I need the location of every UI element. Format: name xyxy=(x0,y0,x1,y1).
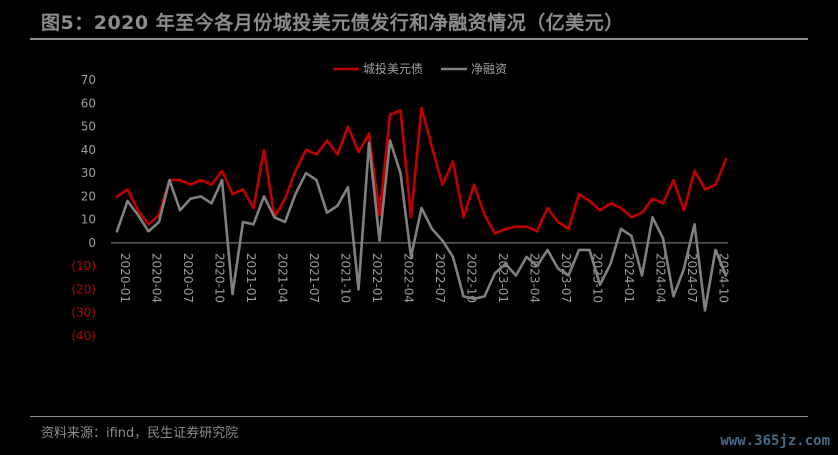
legend-label-2: 净融资 xyxy=(471,62,507,76)
y-tick-label: 0 xyxy=(88,236,96,250)
y-tick-label: (30) xyxy=(71,306,96,320)
watermark: www.365jz.com xyxy=(720,433,830,449)
y-tick-label: 50 xyxy=(81,120,96,134)
y-tick-label: (40) xyxy=(71,329,96,343)
title-divider xyxy=(30,38,808,40)
source-note: 资料来源：ifind，民生证券研究院 xyxy=(41,426,239,441)
x-tick-label: 2021-10 xyxy=(339,253,353,303)
x-tick-label: 2024-01 xyxy=(622,253,636,303)
x-tick-label: 2021-07 xyxy=(307,253,321,303)
x-tick-label: 2020-01 xyxy=(118,253,132,303)
y-tick-label: 40 xyxy=(81,143,96,157)
x-tick-label: 2024-04 xyxy=(654,253,668,303)
x-tick-label: 2021-01 xyxy=(244,253,258,303)
y-tick-label: 20 xyxy=(81,189,96,203)
series-line-2 xyxy=(115,139,728,312)
y-tick-label: (20) xyxy=(71,282,96,296)
x-tick-label: 2022-01 xyxy=(370,253,384,303)
series-line-1 xyxy=(115,106,728,235)
x-tick-label: 2020-10 xyxy=(213,253,227,303)
x-tick-label: 2024-10 xyxy=(717,253,731,303)
y-tick-label: 10 xyxy=(81,213,96,227)
x-tick-label: 2020-04 xyxy=(150,253,164,303)
y-tick-label: 70 xyxy=(81,73,96,87)
line-chart: 70 60 50 40 30 20 10 0 (10) (20) (30) (40) 2020-01 20… xyxy=(71,61,731,343)
x-tick-label: 2023-01 xyxy=(496,253,510,303)
x-tick-label: 2020-07 xyxy=(181,253,195,303)
y-tick-label: 30 xyxy=(81,166,96,180)
x-tick-label: 2022-10 xyxy=(465,253,479,303)
x-tick-label: 2023-07 xyxy=(559,253,573,303)
x-tick-label: 2022-04 xyxy=(402,253,416,303)
x-tick-label: 2021-04 xyxy=(276,253,290,303)
x-tick-label: 2024-07 xyxy=(685,253,699,303)
y-tick-label: 60 xyxy=(81,96,96,110)
y-tick-label: (10) xyxy=(71,259,96,273)
chart-title: 图5：2020 年至今各月份城投美元债发行和净融资情况（亿美元） xyxy=(41,12,624,34)
legend-label-1: 城投美元债 xyxy=(363,61,423,76)
footer-divider xyxy=(30,416,808,417)
x-tick-label: 2022-07 xyxy=(433,253,447,303)
